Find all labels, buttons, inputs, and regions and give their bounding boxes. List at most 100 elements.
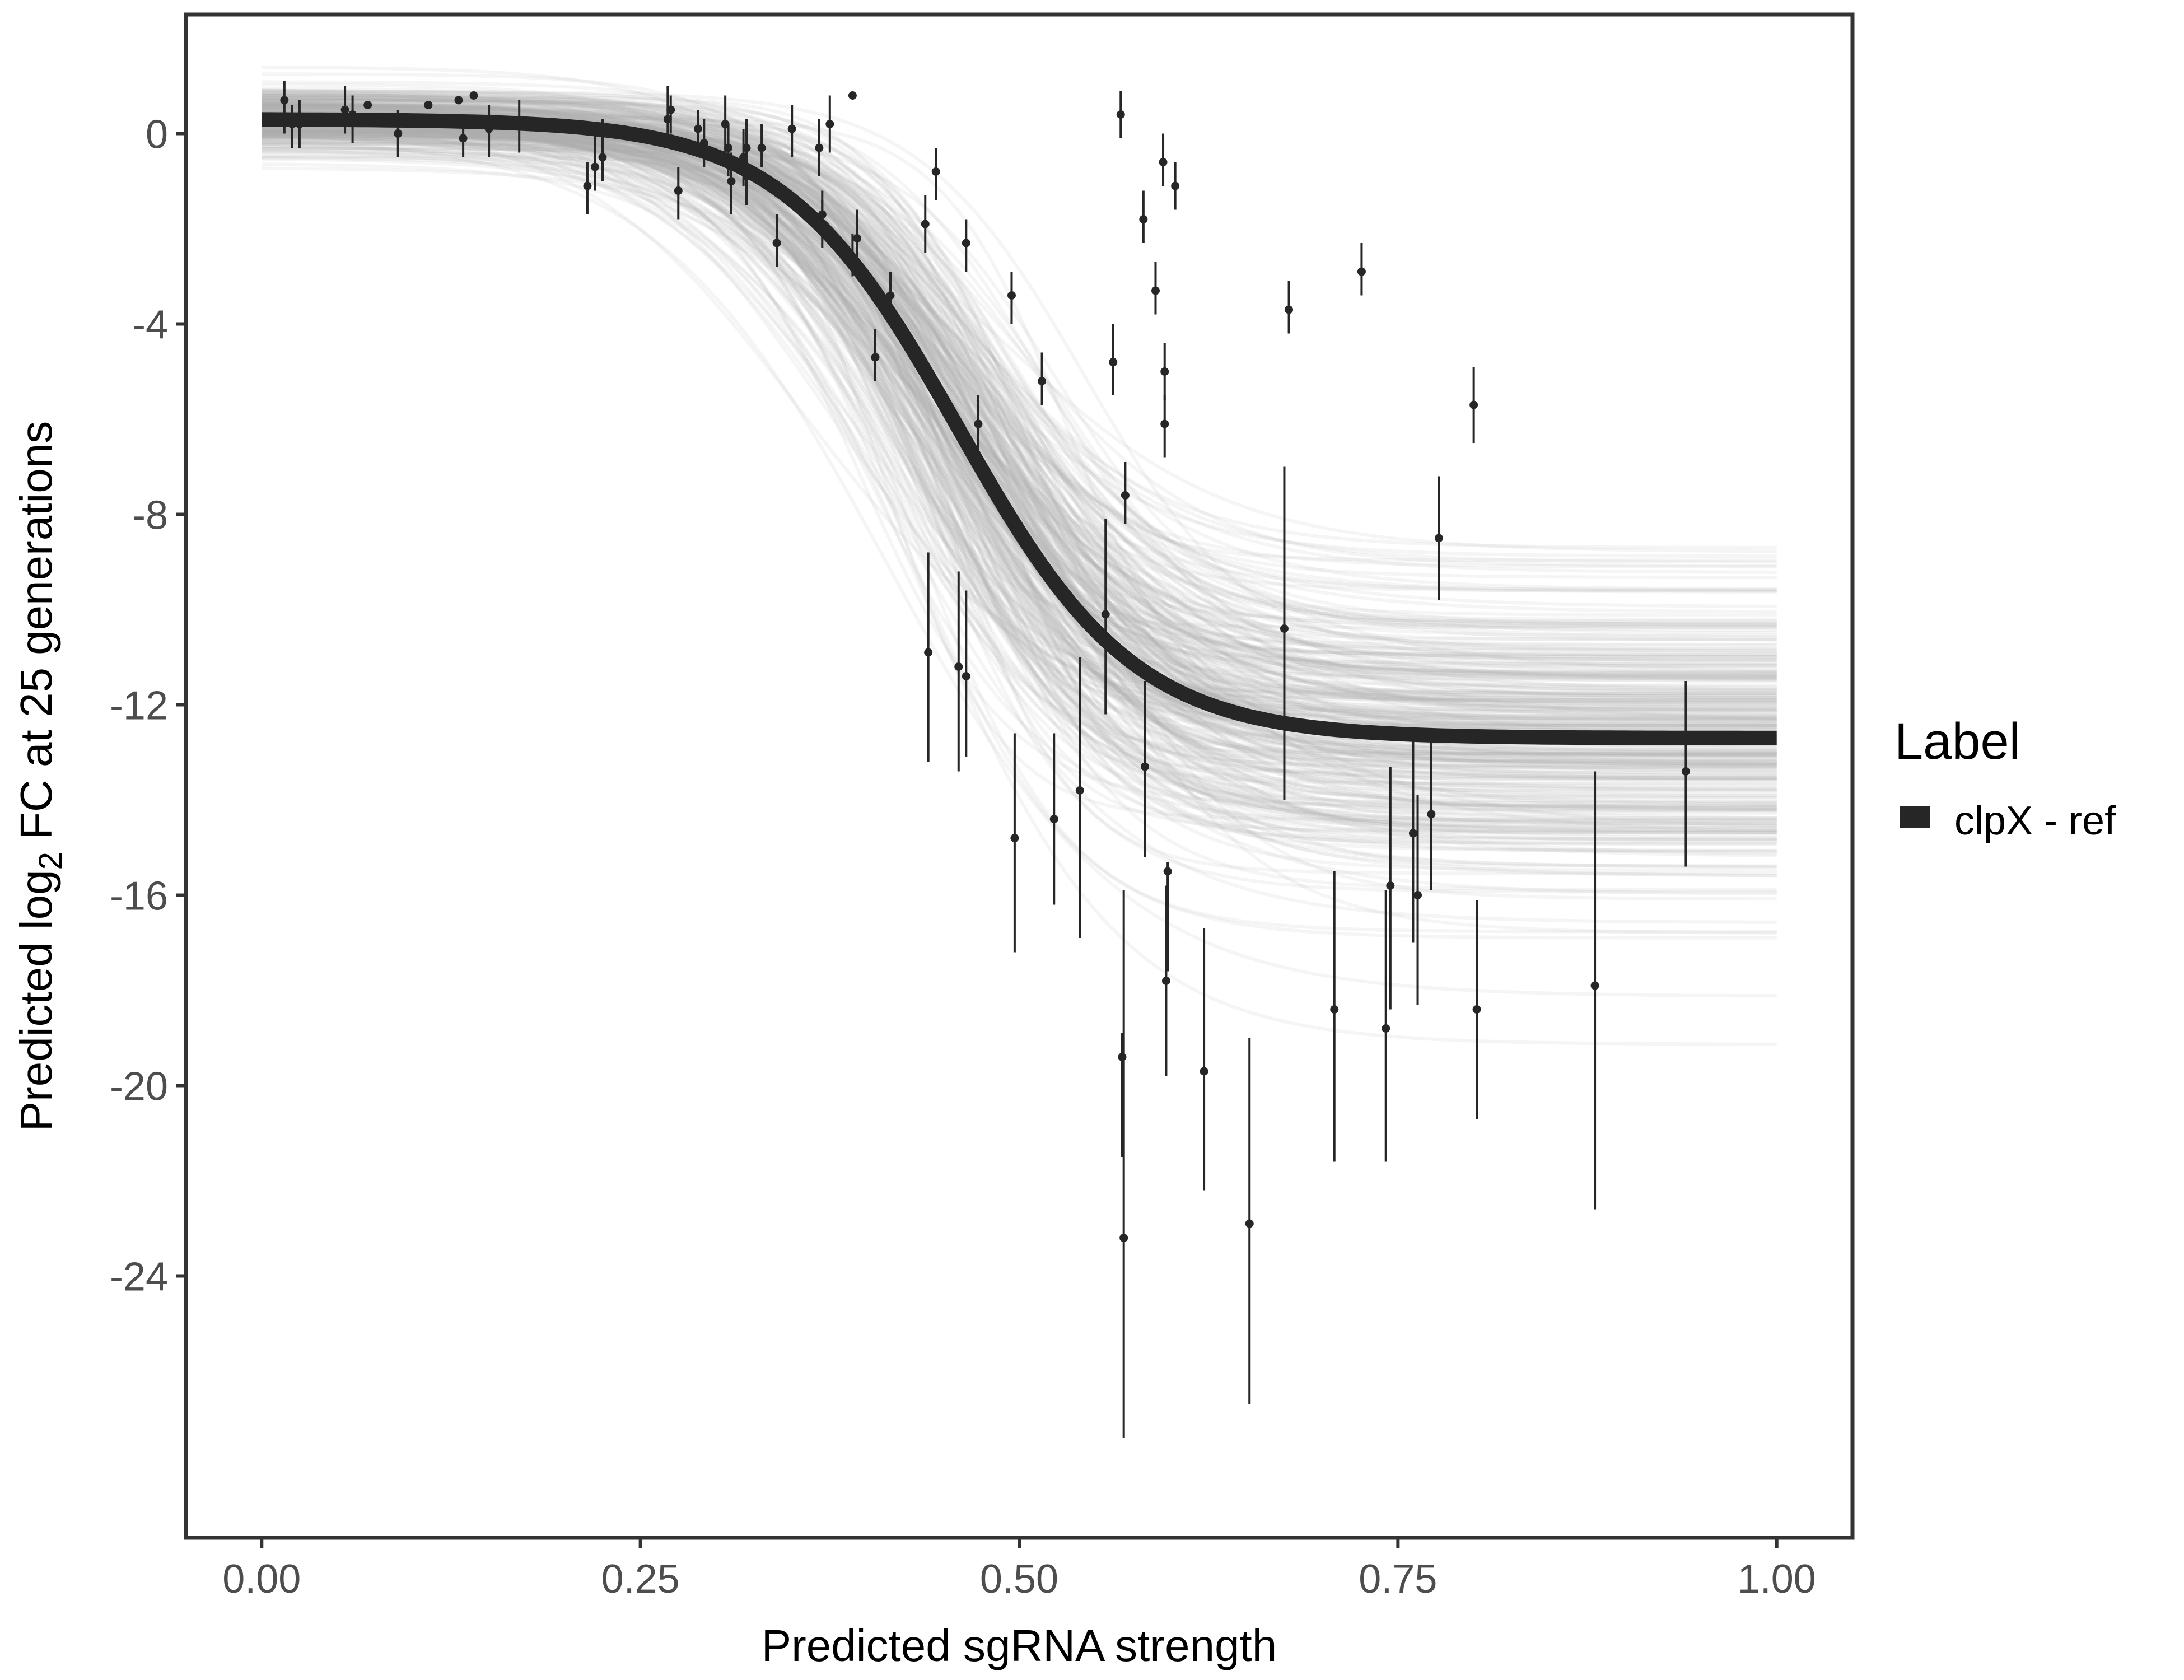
data-point — [787, 124, 796, 133]
data-point — [1075, 786, 1084, 795]
data-point — [394, 129, 403, 138]
posterior-draw-line — [262, 142, 1777, 722]
posterior-draw-line — [262, 102, 1777, 822]
posterior-draw-line — [262, 137, 1777, 868]
posterior-draw-line — [262, 128, 1777, 1046]
data-point — [772, 239, 781, 248]
y-tick-label: -8 — [132, 493, 168, 538]
posterior-draw-line — [262, 132, 1777, 812]
data-point — [583, 181, 592, 190]
data-point — [757, 143, 766, 152]
data-point — [871, 353, 880, 362]
data-point — [825, 120, 834, 128]
posterior-draw-line — [262, 122, 1777, 840]
posterior-draw-line — [262, 102, 1777, 790]
posterior-draw-line — [262, 90, 1777, 662]
data-point — [666, 105, 675, 114]
data-point — [469, 91, 478, 100]
posterior-draw-line — [262, 138, 1777, 780]
posterior-draw-line — [262, 130, 1777, 689]
posterior-draw-line — [262, 135, 1777, 762]
posterior-draw-line — [262, 121, 1777, 754]
posterior-draw-line — [262, 91, 1777, 673]
y-axis-title-subscript: 2 — [32, 852, 69, 870]
posterior-draw-line — [262, 124, 1777, 811]
data-point — [815, 143, 824, 152]
posterior-draw-line — [262, 131, 1777, 769]
posterior-draw-line — [262, 130, 1777, 759]
data-point — [1386, 881, 1395, 890]
legend-title: Label — [1894, 713, 2020, 770]
posterior-draw-line — [262, 105, 1777, 823]
posterior-draw-line — [262, 90, 1777, 729]
posterior-draw-line — [262, 119, 1777, 924]
data-point — [954, 662, 963, 671]
data-point — [459, 134, 468, 143]
posterior-draw-line — [262, 130, 1777, 680]
posterior-draw-line — [262, 132, 1777, 825]
x-tick-label: 0.75 — [1359, 1557, 1437, 1602]
data-point — [727, 177, 736, 185]
posterior-draw-line — [262, 111, 1777, 813]
posterior-draw-line — [262, 130, 1777, 845]
posterior-draw-line — [262, 132, 1777, 569]
posterior-draw-line — [262, 135, 1777, 828]
y-tick-label: -20 — [110, 1065, 168, 1109]
posterior-draw-line — [262, 104, 1777, 564]
posterior-draw-line — [262, 134, 1777, 834]
posterior-draw-line — [262, 144, 1777, 800]
data-point — [1590, 981, 1599, 990]
posterior-draw-line — [262, 133, 1777, 852]
data-point — [674, 186, 683, 195]
posterior-draw-line — [262, 138, 1777, 574]
posterior-draw-line — [262, 111, 1777, 785]
posterior-draw-line — [262, 120, 1777, 780]
legend-key-clpx-ref — [1900, 806, 1930, 828]
data-point — [1161, 977, 1170, 985]
posterior-draw-line — [262, 96, 1777, 757]
data-point — [1118, 1053, 1127, 1061]
posterior-draw-line — [262, 133, 1777, 727]
posterior-draw-line — [262, 132, 1777, 697]
posterior-draw-line — [262, 132, 1777, 692]
data-point — [1049, 815, 1058, 823]
posterior-draw-line — [262, 103, 1777, 832]
posterior-draw-line — [262, 102, 1777, 692]
data-point — [1357, 267, 1366, 276]
posterior-draw-line — [262, 141, 1777, 804]
posterior-draw-line — [262, 130, 1777, 592]
posterior-draw-line — [262, 104, 1777, 841]
posterior-draw-line — [262, 109, 1777, 757]
data-point — [663, 115, 672, 124]
data-point — [1007, 291, 1016, 300]
posterior-draw-line — [262, 157, 1777, 733]
posterior-draw-line — [262, 147, 1777, 650]
posterior-draw-line — [262, 103, 1777, 767]
posterior-draw-line — [262, 108, 1777, 698]
data-point — [1038, 377, 1047, 385]
data-point — [724, 143, 733, 152]
posterior-draw-line — [262, 113, 1777, 562]
posterior-draw-line — [262, 118, 1777, 699]
posterior-draw-line — [262, 103, 1777, 757]
posterior-draw-line — [262, 135, 1777, 730]
data-point — [1382, 1024, 1390, 1033]
posterior-draw-line — [262, 110, 1777, 732]
data-point — [1160, 367, 1169, 376]
data-point — [1472, 1005, 1481, 1014]
posterior-draw-line — [262, 92, 1777, 799]
posterior-draw-line — [262, 131, 1777, 774]
data-point — [1171, 181, 1180, 190]
posterior-draw-line — [262, 106, 1777, 692]
posterior-draw-line — [262, 88, 1777, 810]
posterior-draw-line — [262, 93, 1777, 632]
posterior-draw-line — [262, 150, 1777, 795]
posterior-draw-line — [262, 122, 1777, 778]
posterior-draw-line — [262, 105, 1777, 697]
data-point — [1101, 610, 1110, 619]
posterior-draw-line — [262, 93, 1777, 668]
data-point — [886, 291, 895, 300]
posterior-draw-line — [262, 97, 1777, 642]
posterior-draw-line — [262, 120, 1777, 803]
